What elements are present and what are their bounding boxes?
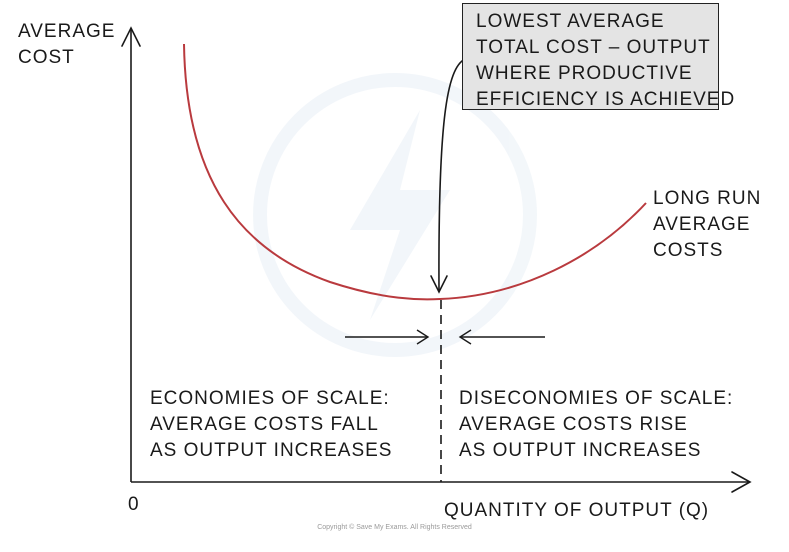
watermark-logo bbox=[253, 73, 537, 357]
callout-line-2: TOTAL COST – OUTPUT bbox=[476, 37, 711, 58]
curve-label-line-1: LONG RUN bbox=[653, 188, 762, 209]
economies-line-2: AVERAGE COSTS FALL bbox=[150, 414, 379, 435]
diseconomies-line-2: AVERAGE COSTS RISE bbox=[459, 414, 688, 435]
copyright-notice: Copyright © Save My Exams. All Rights Re… bbox=[317, 524, 472, 531]
callout-line-4: EFFICIENCY IS ACHIEVED bbox=[476, 89, 736, 110]
callout-line-3: WHERE PRODUCTIVE bbox=[476, 63, 693, 84]
y-axis-label-line-1: AVERAGE bbox=[18, 21, 116, 42]
economies-line-1: ECONOMIES OF SCALE: bbox=[150, 388, 390, 409]
diseconomies-line-1: DISECONOMIES OF SCALE: bbox=[459, 388, 734, 409]
origin-label: 0 bbox=[128, 494, 140, 515]
callout-line-1: LOWEST AVERAGE bbox=[476, 11, 665, 32]
curve-label-line-2: AVERAGE bbox=[653, 214, 751, 235]
y-axis-label-line-2: COST bbox=[18, 47, 75, 68]
callout-box: LOWEST AVERAGE TOTAL COST – OUTPUT WHERE… bbox=[462, 3, 736, 110]
diseconomies-line-3: AS OUTPUT INCREASES bbox=[459, 440, 702, 461]
economies-line-3: AS OUTPUT INCREASES bbox=[150, 440, 393, 461]
callout-pointer-arrow bbox=[438, 57, 468, 293]
economies-arrowhead bbox=[416, 329, 430, 345]
x-axis-arrowhead bbox=[731, 471, 752, 493]
callout-arrowhead bbox=[430, 275, 448, 294]
y-axis-arrowhead bbox=[121, 26, 141, 47]
curve-label-line-3: COSTS bbox=[653, 240, 724, 261]
x-axis-label: QUANTITY OF OUTPUT (Q) bbox=[444, 500, 710, 521]
diseconomies-arrowhead bbox=[458, 329, 472, 345]
long-run-average-cost-curve bbox=[183, 43, 647, 301]
